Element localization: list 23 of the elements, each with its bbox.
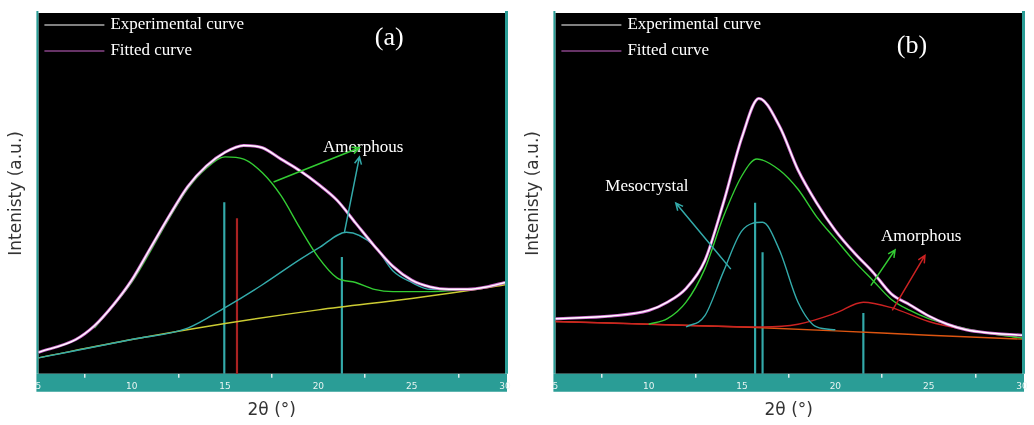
x-tick-label: 20 bbox=[829, 380, 842, 391]
x-tick-label: 25 bbox=[922, 380, 935, 391]
annotation: Mesocrystal bbox=[605, 175, 689, 195]
x-tick-label: 15 bbox=[736, 380, 748, 391]
x-axis-title: 2θ (°) bbox=[764, 399, 813, 420]
y-axis-title: Intenisty (a.u.) bbox=[4, 131, 25, 256]
legend-label: Experimental curve bbox=[627, 14, 761, 34]
annotation: Amorphous bbox=[881, 225, 962, 245]
annotation: Amorphous bbox=[323, 137, 404, 157]
x-tick-label: 5 bbox=[552, 380, 559, 391]
x-tick-label: 10 bbox=[125, 380, 138, 391]
x-axis-title: 2θ (°) bbox=[247, 399, 296, 420]
text: (a) bbox=[374, 21, 404, 51]
x-tick-label: 25 bbox=[405, 380, 418, 391]
x-tick-label: 15 bbox=[219, 380, 231, 391]
text: (b) bbox=[896, 29, 928, 59]
legend-label: Fitted curve bbox=[110, 40, 193, 60]
y-axis-title: Intenisty (a.u.) bbox=[521, 131, 542, 256]
x-tick-label: 20 bbox=[312, 380, 325, 391]
legend-label: Experimental curve bbox=[110, 14, 244, 34]
x-tick-label: 5 bbox=[35, 380, 42, 391]
x-tick-label: 10 bbox=[642, 380, 655, 391]
legend-label: Fitted curve bbox=[627, 40, 710, 60]
